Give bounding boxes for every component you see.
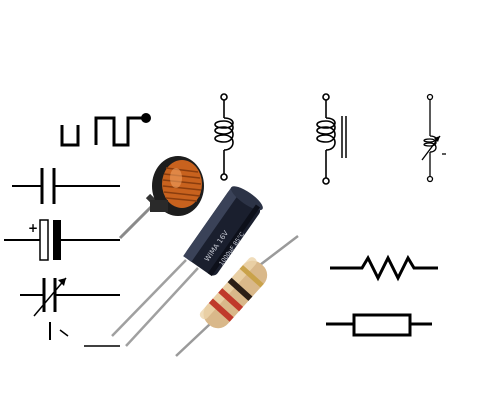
inductor-photo-icon — [118, 156, 204, 240]
electrolytic-capacitor-photo-icon: WIMA 16V 1000μF 85°C — [111, 186, 263, 347]
iron-core-inductor-symbol-icon — [316, 93, 347, 185]
polarized-capacitor-symbol-icon — [4, 219, 120, 261]
partial-symbol-lines — [49, 322, 120, 347]
vignette-mask — [0, 100, 100, 360]
resistor-zigzag-symbol-icon — [330, 254, 438, 282]
variable-inductor-symbol-icon — [421, 93, 446, 183]
polarity-plus-label: + — [28, 221, 38, 235]
resistor-box-symbol-icon — [326, 313, 432, 337]
square-wave-icon — [60, 113, 151, 147]
resistor-photo-icon — [175, 235, 299, 357]
variable-capacitor-symbol-icon — [20, 277, 120, 317]
inductor-symbol-icon — [214, 93, 234, 181]
capacitor-symbol-icon — [12, 168, 120, 204]
